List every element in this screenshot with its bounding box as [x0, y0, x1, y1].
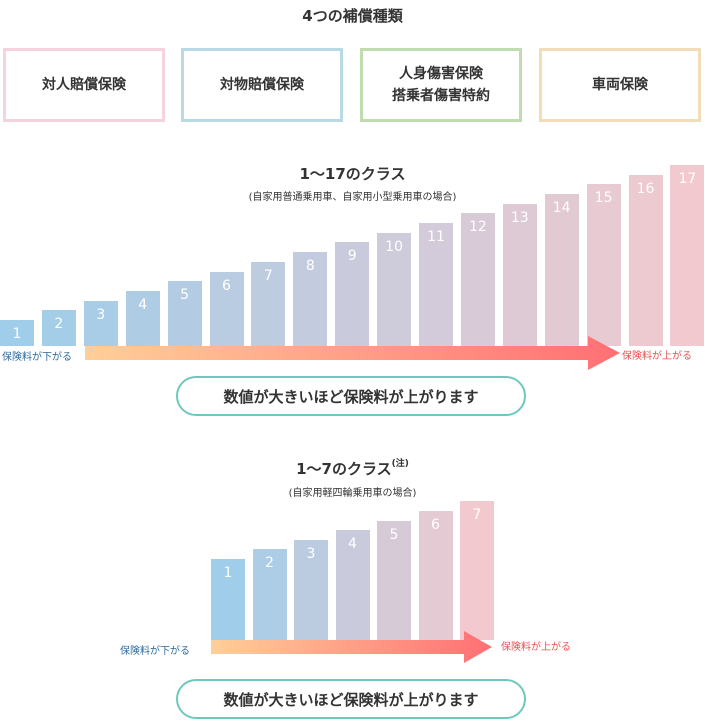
section1-class-bar: 3: [83, 300, 118, 346]
section1-class-bar: 4: [125, 290, 160, 346]
section2-class-bar: 7: [460, 501, 494, 640]
section2-class-bar: 3: [294, 539, 328, 640]
section2-low-label: 保険料が下がる: [120, 646, 190, 657]
section2-title: 1～7のクラス(注): [0, 458, 705, 479]
section2-class-bar: 4: [335, 530, 370, 640]
section1-class-bar: 11: [419, 223, 453, 346]
section1-class-bar: 10: [377, 232, 412, 346]
section1-class-bar: 6: [209, 271, 244, 346]
section2-class-bar: 1: [211, 559, 245, 640]
section1-class-bar: 16: [628, 174, 663, 346]
section1-class-bar: 2: [41, 310, 76, 346]
section1-high-label: 保険料が上がる: [622, 351, 692, 362]
section2-class-bar: 2: [252, 549, 287, 640]
section2-title-text: 1～7のクラス: [296, 460, 392, 478]
section1-low-label: 保険料が下がる: [2, 352, 72, 363]
section1-pill: 数値が大きいほど保険料が上がります: [176, 376, 526, 416]
section2-pill: 数値が大きいほど保険料が上がります: [176, 679, 526, 719]
section1-class-bar: 5: [167, 281, 202, 346]
section1-subtitle: (自家用普通乗用車、自家用小型乗用車の場合): [248, 192, 457, 203]
section2-class-bar: 5: [377, 520, 411, 640]
coverage-type-vehicle: 車両保険: [539, 48, 701, 122]
arrow-shape: [85, 336, 620, 370]
section1-arrow: [85, 336, 620, 370]
section2-note: (注): [391, 459, 409, 469]
section2-arrow: [211, 631, 492, 663]
page-title: 4つの補償種類: [302, 7, 403, 25]
section1-class-bar: 9: [335, 242, 370, 346]
section1-class-bar: 8: [293, 252, 328, 346]
section1-class-bar: 13: [502, 203, 537, 346]
section2-high-label: 保険料が上がる: [501, 642, 571, 653]
section1-class-bar: 12: [460, 213, 495, 346]
arrow-shape: [211, 631, 492, 663]
section1-class-bar: 7: [251, 261, 286, 346]
section2-subtitle: (自家用軽四輪乗用車の場合): [288, 488, 417, 499]
coverage-type-property-damage: 対物賠償保険: [181, 48, 343, 122]
section1-class-bar: 14: [544, 193, 579, 346]
section1-title: 1～17のクラス: [299, 165, 406, 183]
section1-class-bar: 17: [670, 164, 705, 346]
section2-class-bar: 6: [418, 511, 453, 640]
section1-class-bar: 15: [586, 184, 621, 346]
coverage-type-bodily-injury: 対人賠償保険: [3, 48, 165, 122]
coverage-types: 対人賠償保険 対物賠償保険 人身傷害保険 搭乗者傷害特約 車両保険: [0, 48, 705, 126]
section1-class-bar: 1: [0, 320, 34, 346]
coverage-type-personal-injury: 人身傷害保険 搭乗者傷害特約: [360, 48, 522, 122]
